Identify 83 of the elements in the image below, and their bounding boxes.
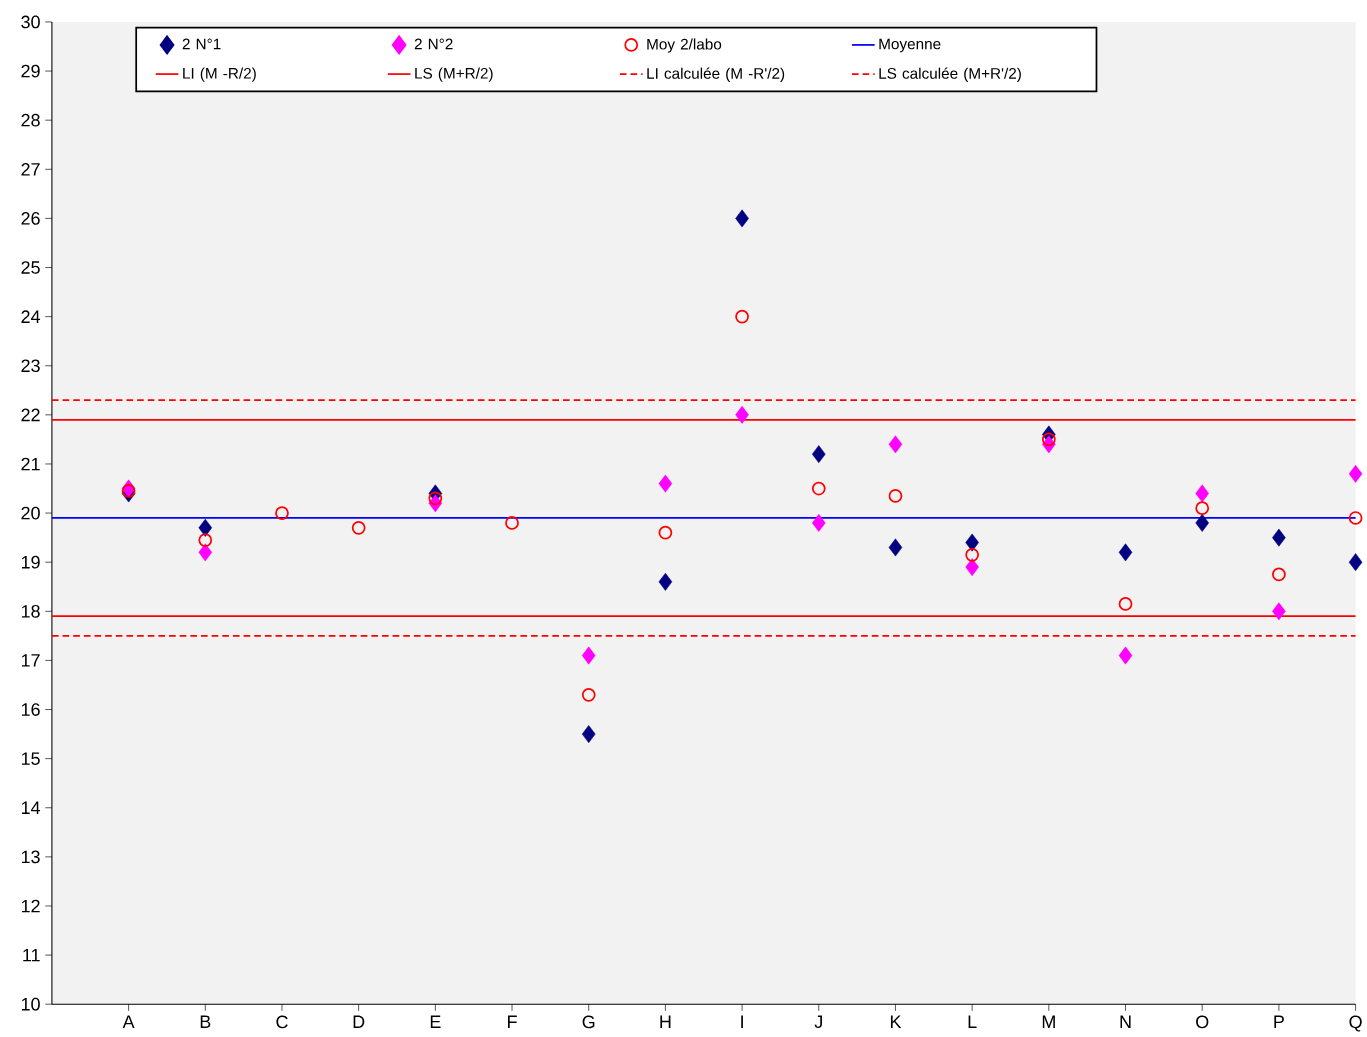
y-tick-label: 11 — [23, 948, 40, 962]
point — [888, 435, 903, 454]
x-tick-label: Q — [1349, 1015, 1362, 1032]
point — [965, 533, 979, 552]
point — [198, 543, 213, 562]
x-tick-label: J — [814, 1015, 822, 1029]
point — [811, 481, 826, 496]
legend-label: LI (M -R/2) — [183, 67, 256, 82]
y-tick-label: 27 — [21, 162, 40, 176]
legend-label: 2 N°1 — [182, 38, 221, 50]
point — [581, 646, 596, 665]
point — [1195, 484, 1209, 503]
point — [581, 725, 596, 743]
y-tick-label: 14 — [21, 801, 41, 814]
point — [1041, 432, 1056, 447]
x-tick-label: N — [1120, 1015, 1131, 1028]
point — [1195, 501, 1210, 515]
y-tick-label: 24 — [21, 310, 41, 323]
y-tick-label: 20 — [21, 506, 40, 520]
point — [1272, 602, 1286, 621]
point — [888, 538, 903, 557]
point — [275, 506, 289, 520]
point — [1348, 511, 1363, 525]
point — [812, 513, 826, 532]
legend-label: Moy 2/labo — [647, 38, 722, 53]
legend-label: Moyenne — [879, 38, 941, 53]
x-tick-label: A — [122, 1015, 135, 1028]
point — [505, 515, 519, 530]
x-tick-label: L — [968, 1015, 977, 1028]
y-tick-label: 21 — [21, 457, 40, 471]
point — [965, 547, 980, 562]
point — [1118, 597, 1133, 611]
x-tick-label: F — [508, 1015, 517, 1028]
point — [812, 445, 826, 463]
y-tick-label: 25 — [21, 261, 40, 274]
x-tick-label: O — [1196, 1015, 1209, 1029]
point — [1118, 646, 1133, 665]
point — [658, 525, 673, 540]
point — [735, 309, 749, 324]
point — [888, 488, 903, 503]
point — [198, 518, 213, 537]
x-tick-label: C — [276, 1015, 288, 1029]
legend-label: LI calculée (M -R'/2) — [647, 67, 785, 82]
point — [198, 533, 213, 547]
point — [121, 484, 136, 498]
point — [1195, 513, 1209, 532]
y-tick-label: 19 — [21, 555, 40, 569]
legend-label: LS (M+R/2) — [415, 67, 493, 82]
y-tick-label: 28 — [21, 113, 40, 127]
y-tick-label: 22 — [21, 408, 40, 422]
y-tick-label: 29 — [21, 64, 40, 78]
x-tick-label: D — [353, 1015, 365, 1028]
y-tick-label: 13 — [21, 850, 40, 864]
point — [1118, 543, 1133, 562]
x-tick-label: M — [1042, 1015, 1055, 1028]
point — [1272, 528, 1286, 547]
y-tick-label: 15 — [21, 752, 40, 765]
y-tick-label: 18 — [21, 604, 40, 618]
y-tick-label: 17 — [21, 654, 40, 667]
point — [581, 687, 596, 702]
point — [658, 474, 673, 493]
x-tick-label: B — [200, 1015, 211, 1028]
y-tick-label: 30 — [21, 15, 40, 29]
y-tick-label: 10 — [21, 997, 40, 1011]
x-tick-label: H — [660, 1015, 671, 1028]
legend-label: 2 N°2 — [414, 38, 453, 50]
point — [735, 209, 749, 228]
point — [735, 405, 749, 424]
point — [428, 491, 443, 506]
y-tick-label: 26 — [21, 211, 40, 225]
y-tick-label: 12 — [21, 899, 40, 913]
x-tick-label: I — [741, 1015, 743, 1028]
legend-label: LS calculée (M+R'/2) — [879, 67, 1021, 82]
point — [658, 572, 673, 591]
x-tick-label: E — [430, 1015, 441, 1028]
point — [351, 520, 366, 535]
y-tick-label: 16 — [21, 703, 40, 716]
point — [1272, 567, 1286, 582]
y-tick-label: 23 — [21, 359, 40, 373]
x-tick-label: G — [582, 1015, 595, 1029]
x-tick-label: P — [1274, 1015, 1284, 1028]
point — [965, 558, 979, 576]
x-tick-label: K — [890, 1015, 902, 1028]
